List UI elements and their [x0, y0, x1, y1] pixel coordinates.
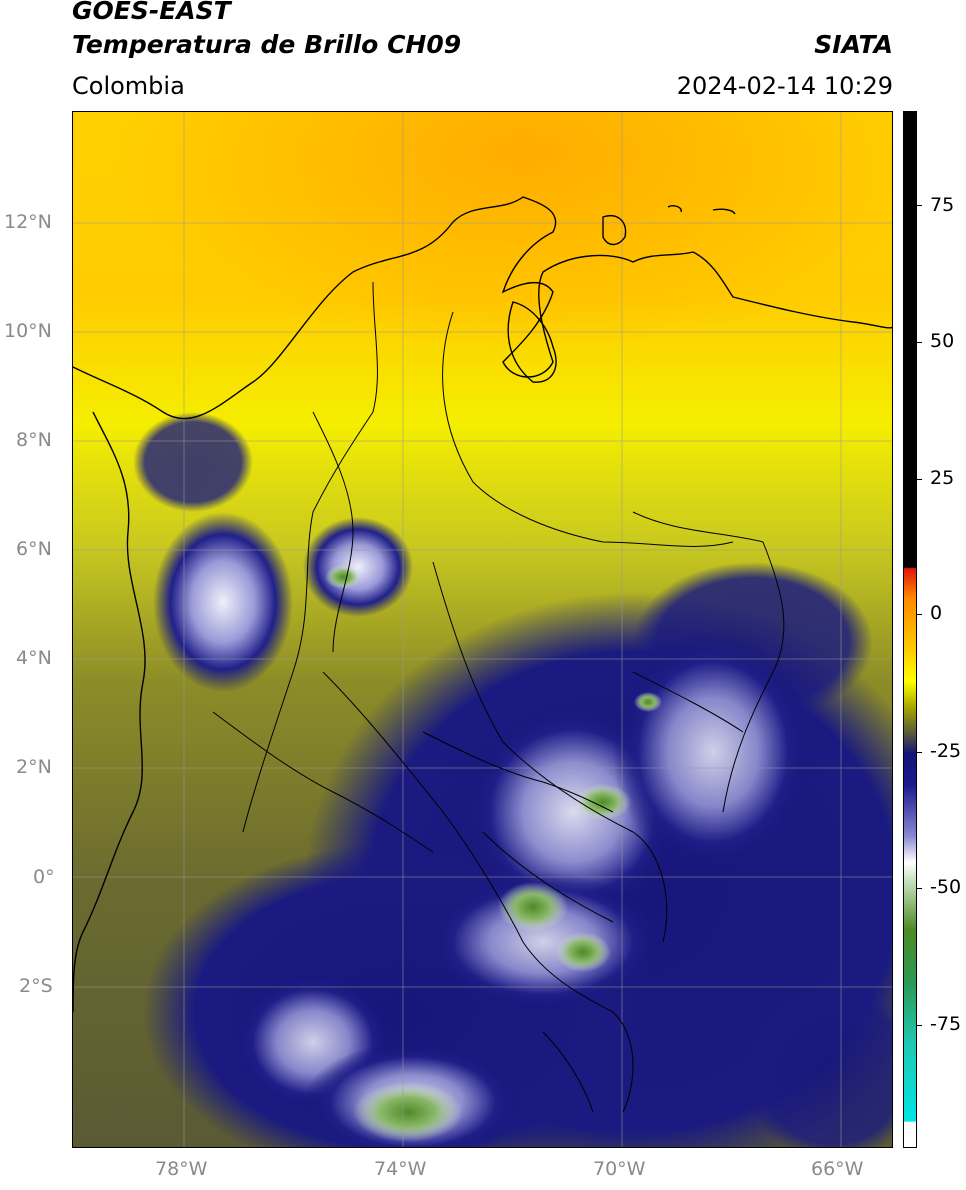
lat-label-6n: 6°N: [16, 538, 52, 560]
graticule: [73, 112, 892, 1147]
cbar-label-m50: -50: [930, 876, 962, 898]
lon-label-70w: 70°W: [593, 1158, 646, 1180]
cbar-label-25: 25: [930, 467, 955, 489]
cbar-tick-75: [917, 205, 922, 206]
cbar-tick-m50: [917, 888, 922, 889]
lat-label-2s: 2°S: [19, 975, 53, 997]
coastline: [73, 196, 892, 1013]
cbar-label-0: 0: [930, 602, 943, 624]
admin-borders: [212, 281, 785, 1113]
lon-label-78w: 78°W: [155, 1158, 208, 1180]
lon-label-74w: 74°W: [374, 1158, 427, 1180]
product-title: Temperatura de Brillo CH09: [72, 30, 462, 59]
lat-label-2n: 2°N: [16, 756, 52, 778]
cbar-label-75: 75: [930, 194, 955, 216]
lat-label-12n: 12°N: [4, 211, 52, 233]
cbar-tick-0: [917, 614, 922, 615]
lat-label-10n: 10°N: [4, 320, 52, 342]
lon-label-66w: 66°W: [811, 1158, 864, 1180]
lat-label-0: 0°: [33, 866, 55, 888]
lat-label-4n: 4°N: [16, 647, 52, 669]
cbar-tick-m75: [917, 1025, 922, 1026]
cbar-label-m75: -75: [930, 1013, 962, 1035]
cbar-tick-25: [917, 479, 922, 480]
datetime-label: 2024-02-14 10:29: [676, 72, 893, 100]
lat-label-8n: 8°N: [16, 429, 52, 451]
cbar-tick-50: [917, 342, 922, 343]
map-svg: [73, 112, 892, 1147]
colorbar: [903, 111, 917, 1148]
cbar-label-m25: -25: [930, 740, 962, 762]
cbar-tick-m25: [917, 752, 922, 753]
cbar-label-50: 50: [930, 330, 955, 352]
org-title: SIATA: [814, 30, 893, 59]
region-label: Colombia: [72, 72, 185, 100]
satellite-title: GOES-EAST: [72, 0, 231, 25]
satellite-map[interactable]: [72, 111, 893, 1148]
